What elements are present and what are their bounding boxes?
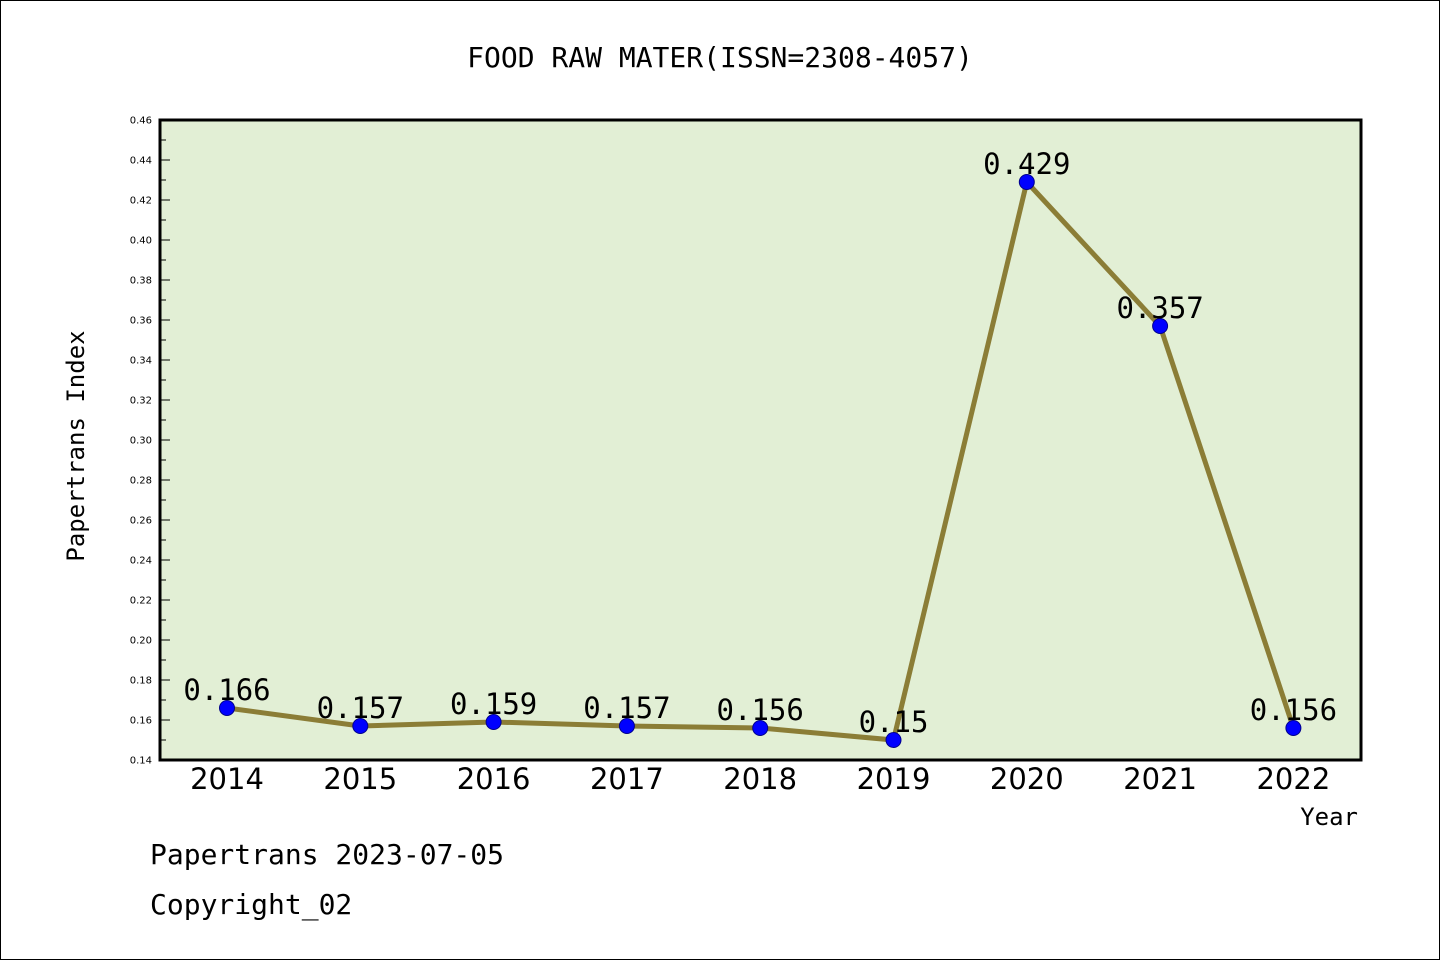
series-group [219, 174, 1302, 748]
x-tick-label: 2019 [857, 762, 931, 796]
data-point [1018, 174, 1035, 190]
y-tick-label: 0.26 [130, 516, 152, 527]
data-label: 0.357 [1116, 291, 1203, 325]
y-axis: 0.14 0.16 0.18 0.20 0.22 0.24 0.26 0.28 0.30 0.32… [130, 116, 170, 767]
x-axis: 2014 2015 2016 2017 2018 2019 2020 2021 2022 [190, 762, 1330, 796]
plot-border [158, 118, 1363, 762]
data-point [618, 718, 635, 734]
data-point [752, 720, 769, 736]
x-tick-label: 2020 [990, 762, 1064, 796]
data-label: 0.157 [317, 691, 404, 725]
y-tick-label: 0.14 [130, 756, 152, 767]
y-tick-label: 0.36 [130, 316, 152, 327]
y-tick-label: 0.42 [130, 196, 152, 207]
y-tick-label: 0.32 [130, 396, 152, 407]
y-tick-label: 0.34 [130, 356, 152, 367]
data-label: 0.15 [859, 705, 929, 739]
data-label: 0.156 [1250, 693, 1337, 727]
data-label: 0.429 [983, 147, 1070, 181]
x-tick-label: 2016 [457, 762, 531, 796]
footer-date: Papertrans 2023-07-05 [150, 838, 504, 871]
x-tick-label: 2015 [323, 762, 397, 796]
chart-title: FOOD RAW MATER(ISSN=2308-4057) [467, 41, 973, 74]
data-point [352, 718, 369, 734]
data-point [885, 732, 902, 748]
y-tick-label: 0.30 [130, 436, 152, 447]
x-tick-label: 2014 [190, 762, 264, 796]
data-label: 0.156 [717, 693, 804, 727]
y-tick-label: 0.18 [130, 676, 152, 687]
y-tick-label: 0.38 [130, 276, 152, 287]
x-axis-label: Year [1300, 803, 1358, 831]
y-tick-label: 0.20 [130, 636, 152, 647]
y-tick-label: 0.16 [130, 716, 152, 727]
y-tick-label: 0.46 [130, 116, 152, 127]
footer-copyright: Copyright_02 [150, 888, 352, 922]
y-tick-label: 0.22 [130, 596, 152, 607]
data-point [1152, 318, 1169, 334]
x-tick-label: 2018 [723, 762, 797, 796]
x-tick-label: 2017 [590, 762, 664, 796]
data-point [219, 700, 235, 716]
y-tick-label: 0.24 [130, 556, 152, 567]
x-tick-label: 2021 [1123, 762, 1197, 796]
data-point [1285, 720, 1302, 736]
x-tick-label: 2022 [1256, 762, 1330, 796]
value-labels: 0.166 0.157 0.159 0.157 0.156 0.15 0.429 0.357 0… [183, 147, 1337, 739]
data-point [485, 714, 502, 730]
data-label: 0.166 [183, 673, 270, 707]
plot-area [160, 120, 1361, 760]
y-tick-label: 0.28 [130, 476, 152, 487]
data-label: 0.157 [583, 691, 670, 725]
y-axis-label: Papertrans Index [62, 330, 90, 561]
data-label: 0.159 [450, 687, 537, 721]
y-tick-label: 0.40 [130, 236, 152, 247]
y-tick-label: 0.44 [130, 156, 152, 167]
